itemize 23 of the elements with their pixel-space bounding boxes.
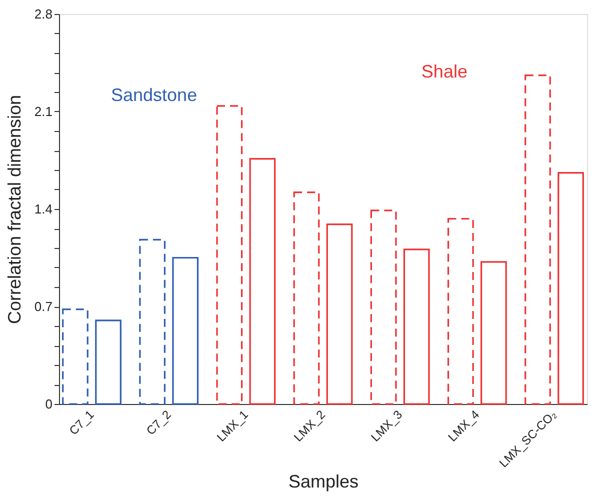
y-tick-label: 2.8 — [34, 6, 52, 22]
bar — [370, 210, 397, 405]
bar — [480, 261, 507, 405]
bar — [249, 158, 276, 405]
annotation: Sandstone — [111, 84, 198, 105]
bar — [403, 248, 430, 405]
bar — [293, 191, 320, 405]
x-axis-title: Samples — [288, 472, 359, 492]
bar — [447, 218, 474, 405]
bar — [139, 238, 166, 405]
annotation: Shale — [421, 62, 468, 82]
y-tick-label: 0.7 — [34, 299, 52, 314]
bar — [558, 172, 584, 405]
y-tick-label: 1.4 — [34, 202, 52, 216]
y-tick-label: 2.1 — [34, 104, 52, 119]
bar — [62, 308, 88, 405]
y-tick-label: 0 — [45, 396, 52, 412]
bar — [95, 320, 122, 405]
y-axis-title: Correlation fractal dimension — [4, 94, 24, 324]
bar — [326, 224, 353, 405]
bar — [172, 256, 199, 405]
bar — [524, 74, 551, 405]
bar — [216, 105, 243, 405]
